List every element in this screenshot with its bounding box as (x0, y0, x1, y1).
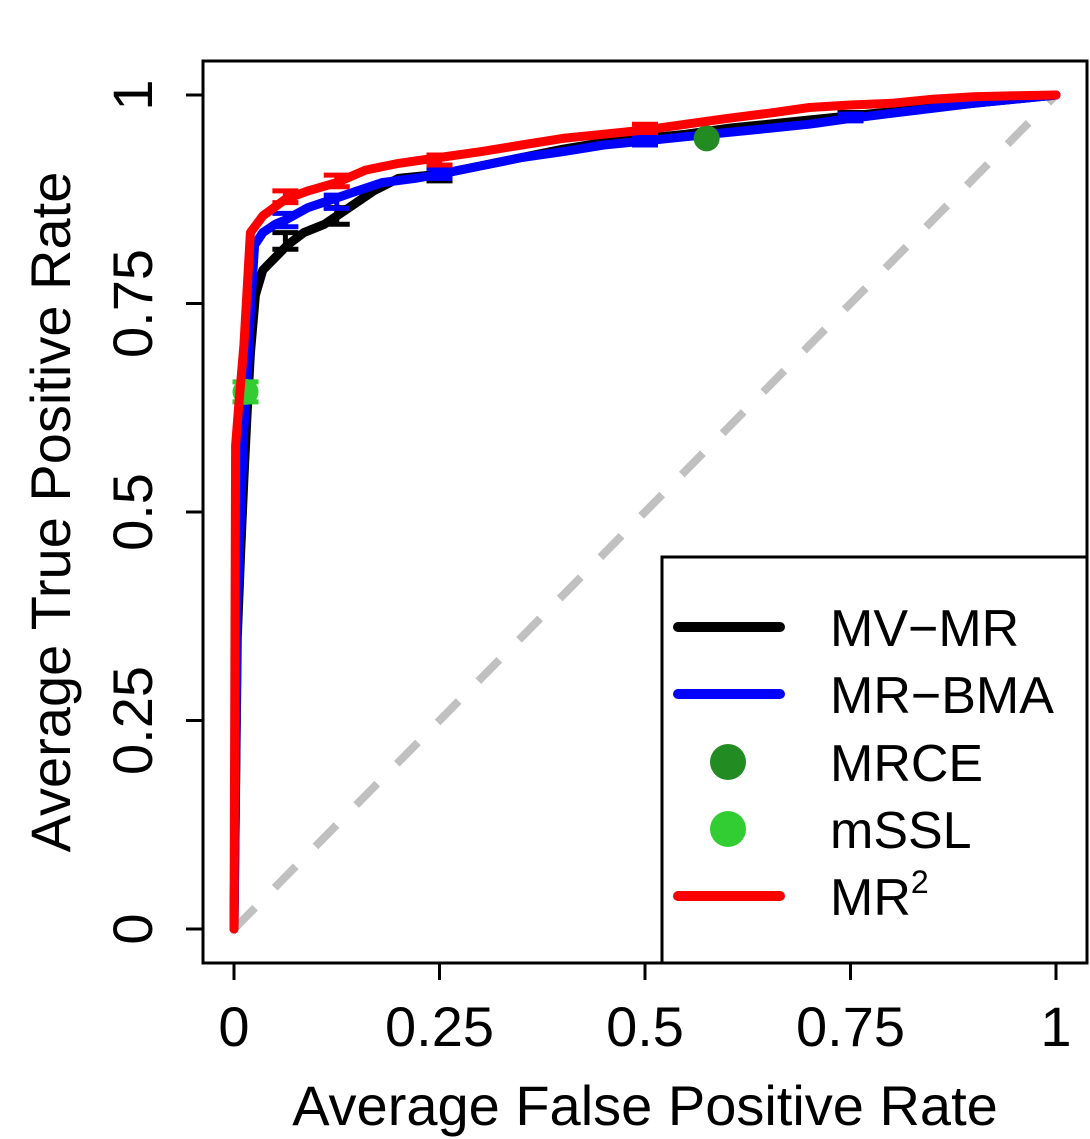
legend-label: MRCE (830, 735, 983, 793)
x-axis-title: Average False Positive Rate (292, 1074, 998, 1137)
legend-label: MR2 (830, 864, 929, 927)
errorbar-mv-mr (272, 230, 299, 252)
legend-item-mv-mr: MV−MR (673, 600, 1019, 658)
x-tick-label: 0.5 (606, 995, 684, 1058)
x-tick-label: 1 (1040, 995, 1071, 1058)
legend-item-mssl: mSSL (710, 802, 972, 860)
errorbar-mr-bma (837, 111, 864, 124)
x-tick-label: 0.75 (796, 995, 905, 1058)
errorbar-mr-bma (632, 134, 658, 148)
x-tick-label: 0 (218, 995, 249, 1058)
series-line-mr2 (229, 90, 1061, 934)
legend-item-mr2: MR2 (673, 864, 929, 927)
x-axis: 0 0.25 0.5 0.75 1 (218, 963, 1072, 1058)
y-tick-label: 1 (101, 79, 164, 110)
y-axis-title: Average True Positive Rate (19, 172, 82, 853)
errorbar-mr-bma (323, 192, 350, 211)
y-tick-label: 0.5 (101, 473, 164, 551)
point-mrce (693, 125, 720, 152)
errorbar-mr (272, 188, 299, 206)
legend-label: MR−BMA (830, 667, 1054, 725)
y-axis: 0 0.25 0.5 0.75 1 (101, 79, 203, 945)
legend-item-mr-bma: MR−BMA (673, 667, 1054, 725)
errorbar-mr-bma (272, 210, 299, 230)
errorbar-mr (323, 172, 350, 190)
errorbar-mr (632, 121, 658, 136)
legend-label: mSSL (830, 802, 972, 860)
y-tick-label: 0 (101, 913, 164, 944)
legend-point-swatch (710, 811, 746, 847)
legend-item-mrce: MRCE (710, 735, 983, 793)
x-tick-label: 0.25 (385, 995, 494, 1058)
errorbar-mr-bma (426, 165, 453, 181)
y-tick-label: 0.25 (101, 666, 164, 775)
legend-point-swatch (710, 744, 746, 780)
legend-label: MV−MR (830, 600, 1019, 658)
plot-area (229, 90, 1061, 934)
y-tick-label: 0.75 (101, 249, 164, 358)
errorbar-mr (426, 152, 453, 168)
diagonal-reference-line (231, 92, 1059, 932)
